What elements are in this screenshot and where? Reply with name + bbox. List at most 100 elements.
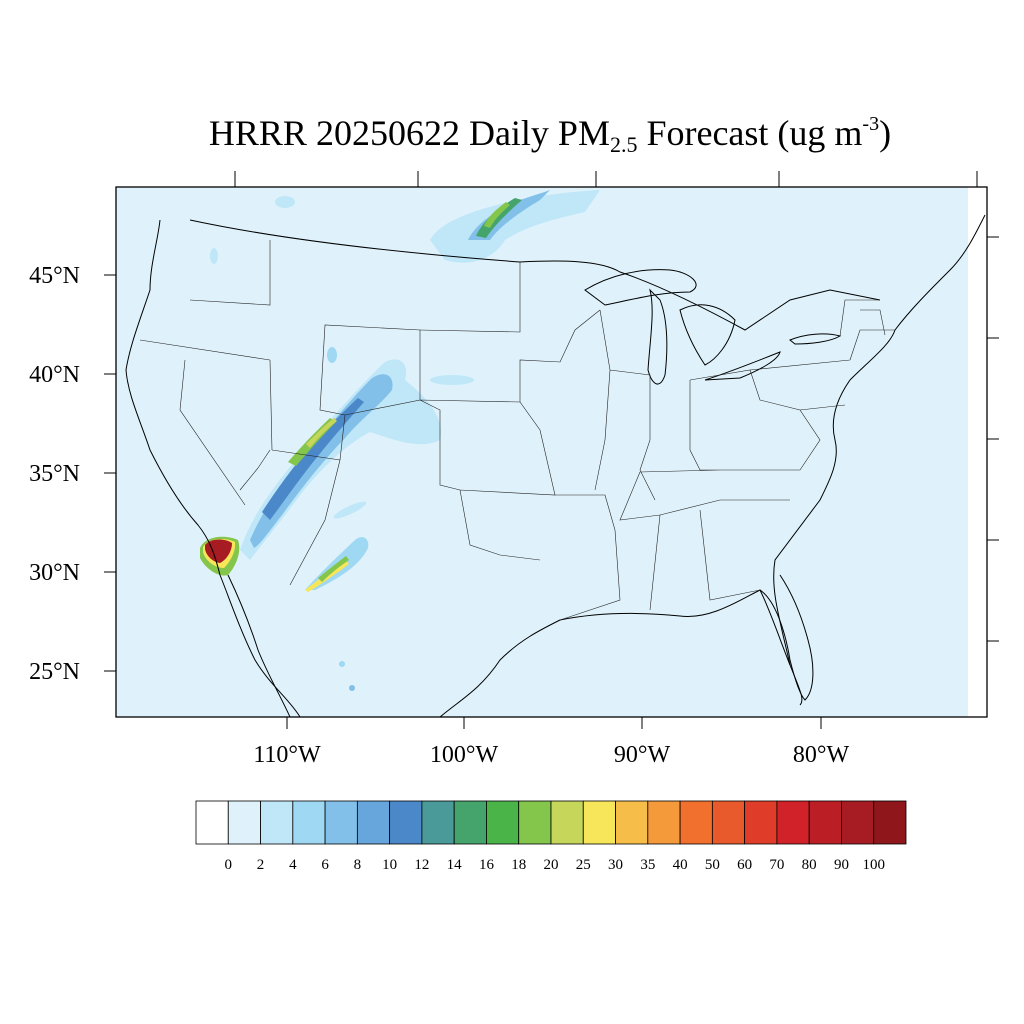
state-lines-west	[139, 240, 421, 586]
colorbar-box	[744, 800, 778, 845]
forecast-map: 45°N 40°N 35°N 30°N 25°N 110°W 100°W 90°…	[29, 171, 999, 768]
colorbar-boxes	[195, 800, 907, 845]
lat-label: 30°N	[29, 560, 80, 586]
colorbar-box	[227, 800, 261, 845]
lake-huron	[679, 304, 736, 366]
longitude-ticks	[286, 717, 822, 729]
colorbar-tick-label: 0	[225, 857, 233, 873]
state-lines-ne	[749, 299, 895, 411]
lat-label: 35°N	[29, 461, 80, 487]
title-subscript: 2.5	[609, 132, 638, 157]
colorbar-tick-label: 80	[802, 857, 817, 873]
lake-erie	[704, 351, 781, 381]
colorbar-box	[776, 800, 810, 845]
colorbar-tick-label: 90	[834, 857, 849, 873]
state-lines-east	[594, 309, 821, 611]
patch-az	[333, 501, 367, 519]
colorbar-box	[518, 800, 552, 845]
plume-west-core2	[306, 418, 337, 448]
colorbar-box	[808, 800, 842, 845]
latitude-ticks	[104, 274, 116, 672]
patch-wa	[210, 248, 218, 264]
colorbar-tick-label: 12	[414, 857, 429, 873]
map-frame	[115, 186, 988, 718]
colorbar-tick-label: 16	[479, 857, 495, 873]
lake-ontario	[789, 333, 842, 345]
state-lines-central	[419, 262, 621, 621]
map-title: HRRR 20250622 Daily PM2.5 Forecast (ug m…	[0, 112, 1024, 158]
colorbar-tick-label: 35	[640, 857, 655, 873]
lon-label: 80°W	[793, 742, 850, 768]
colorbar-tick-label: 4	[289, 857, 297, 873]
colorbar-box	[195, 800, 229, 845]
colorbar-box	[389, 800, 423, 845]
colorbar-box	[324, 800, 358, 845]
colorbar-tick-label: 100	[862, 857, 885, 873]
title-suffix: )	[879, 113, 892, 153]
patch-wy	[327, 347, 337, 363]
lake-michigan	[647, 288, 668, 385]
colorbar-box	[647, 800, 681, 845]
title-middle: Forecast (ug m	[637, 113, 863, 153]
lat-label: 25°N	[29, 659, 80, 685]
colorbar-tick-label: 60	[737, 857, 752, 873]
colorbar-box	[582, 800, 616, 845]
title-superscript: -3	[862, 113, 880, 135]
colorbar-box	[292, 800, 326, 845]
plume-north-peak	[484, 202, 510, 228]
colorbar-box	[421, 800, 455, 845]
lat-label: 45°N	[29, 263, 80, 289]
colorbar-tick-label: 25	[576, 857, 591, 873]
colorbar-tick-label: 14	[447, 857, 463, 873]
canada-border	[189, 219, 881, 331]
colorbar-tick-label: 50	[705, 857, 720, 873]
colorbar-box	[356, 800, 391, 845]
plume-west-deep	[262, 398, 364, 520]
patch-mt	[275, 196, 295, 208]
colorbar-box	[615, 800, 649, 845]
florida	[759, 574, 814, 701]
state-borders	[139, 240, 895, 621]
plume-north-light	[430, 190, 600, 263]
lon-label: 100°W	[430, 742, 499, 768]
no-data-strip	[968, 187, 987, 717]
patch-ne	[430, 375, 474, 385]
pacific-coast	[125, 219, 301, 717]
colorbar-box	[873, 800, 907, 845]
gulf-coast	[439, 589, 803, 717]
colorbar-box	[260, 800, 294, 845]
colorbar-tick-label: 10	[382, 857, 397, 873]
hotspot-core	[205, 539, 232, 563]
plume-north-core	[476, 198, 522, 238]
colorbar-tick-label: 70	[769, 857, 784, 873]
atlantic-coast	[773, 214, 986, 666]
colorbar-labels: 0 2 4 6 8 10 12 14 16 18 20 25 30 35 40 50 60 70 80 90 100	[225, 857, 885, 873]
title-prefix: HRRR 20250622 Daily PM	[208, 113, 610, 153]
lake-superior	[584, 269, 697, 306]
colorbar-tick-label: 20	[544, 857, 559, 873]
colorbar-tick-label: 18	[511, 857, 526, 873]
top-edge-ticks	[234, 171, 978, 187]
patch-mx	[339, 661, 345, 667]
pm25-plumes	[200, 190, 600, 691]
lon-label: 90°W	[614, 742, 671, 768]
colorbar-tick-label: 40	[673, 857, 688, 873]
baja-coast	[227, 574, 291, 717]
right-edge-ticks	[987, 236, 999, 642]
colorbar-box	[841, 800, 875, 845]
plume-west-light	[240, 359, 441, 560]
colorbar-box	[550, 800, 584, 845]
lon-label: 110°W	[253, 742, 321, 768]
colorbar-tick-label: 8	[354, 857, 362, 873]
colorbar-box	[486, 800, 520, 845]
colorbar-box	[453, 800, 487, 845]
colorbar-box	[711, 800, 746, 845]
colorbar-tick-label: 2	[257, 857, 265, 873]
coastlines	[125, 214, 986, 717]
plume-west-mid	[250, 374, 393, 548]
colorbar-box	[679, 800, 713, 845]
map-background	[116, 187, 987, 717]
plume-sw-green	[318, 556, 349, 582]
colorbar-tick-label: 6	[321, 857, 329, 873]
